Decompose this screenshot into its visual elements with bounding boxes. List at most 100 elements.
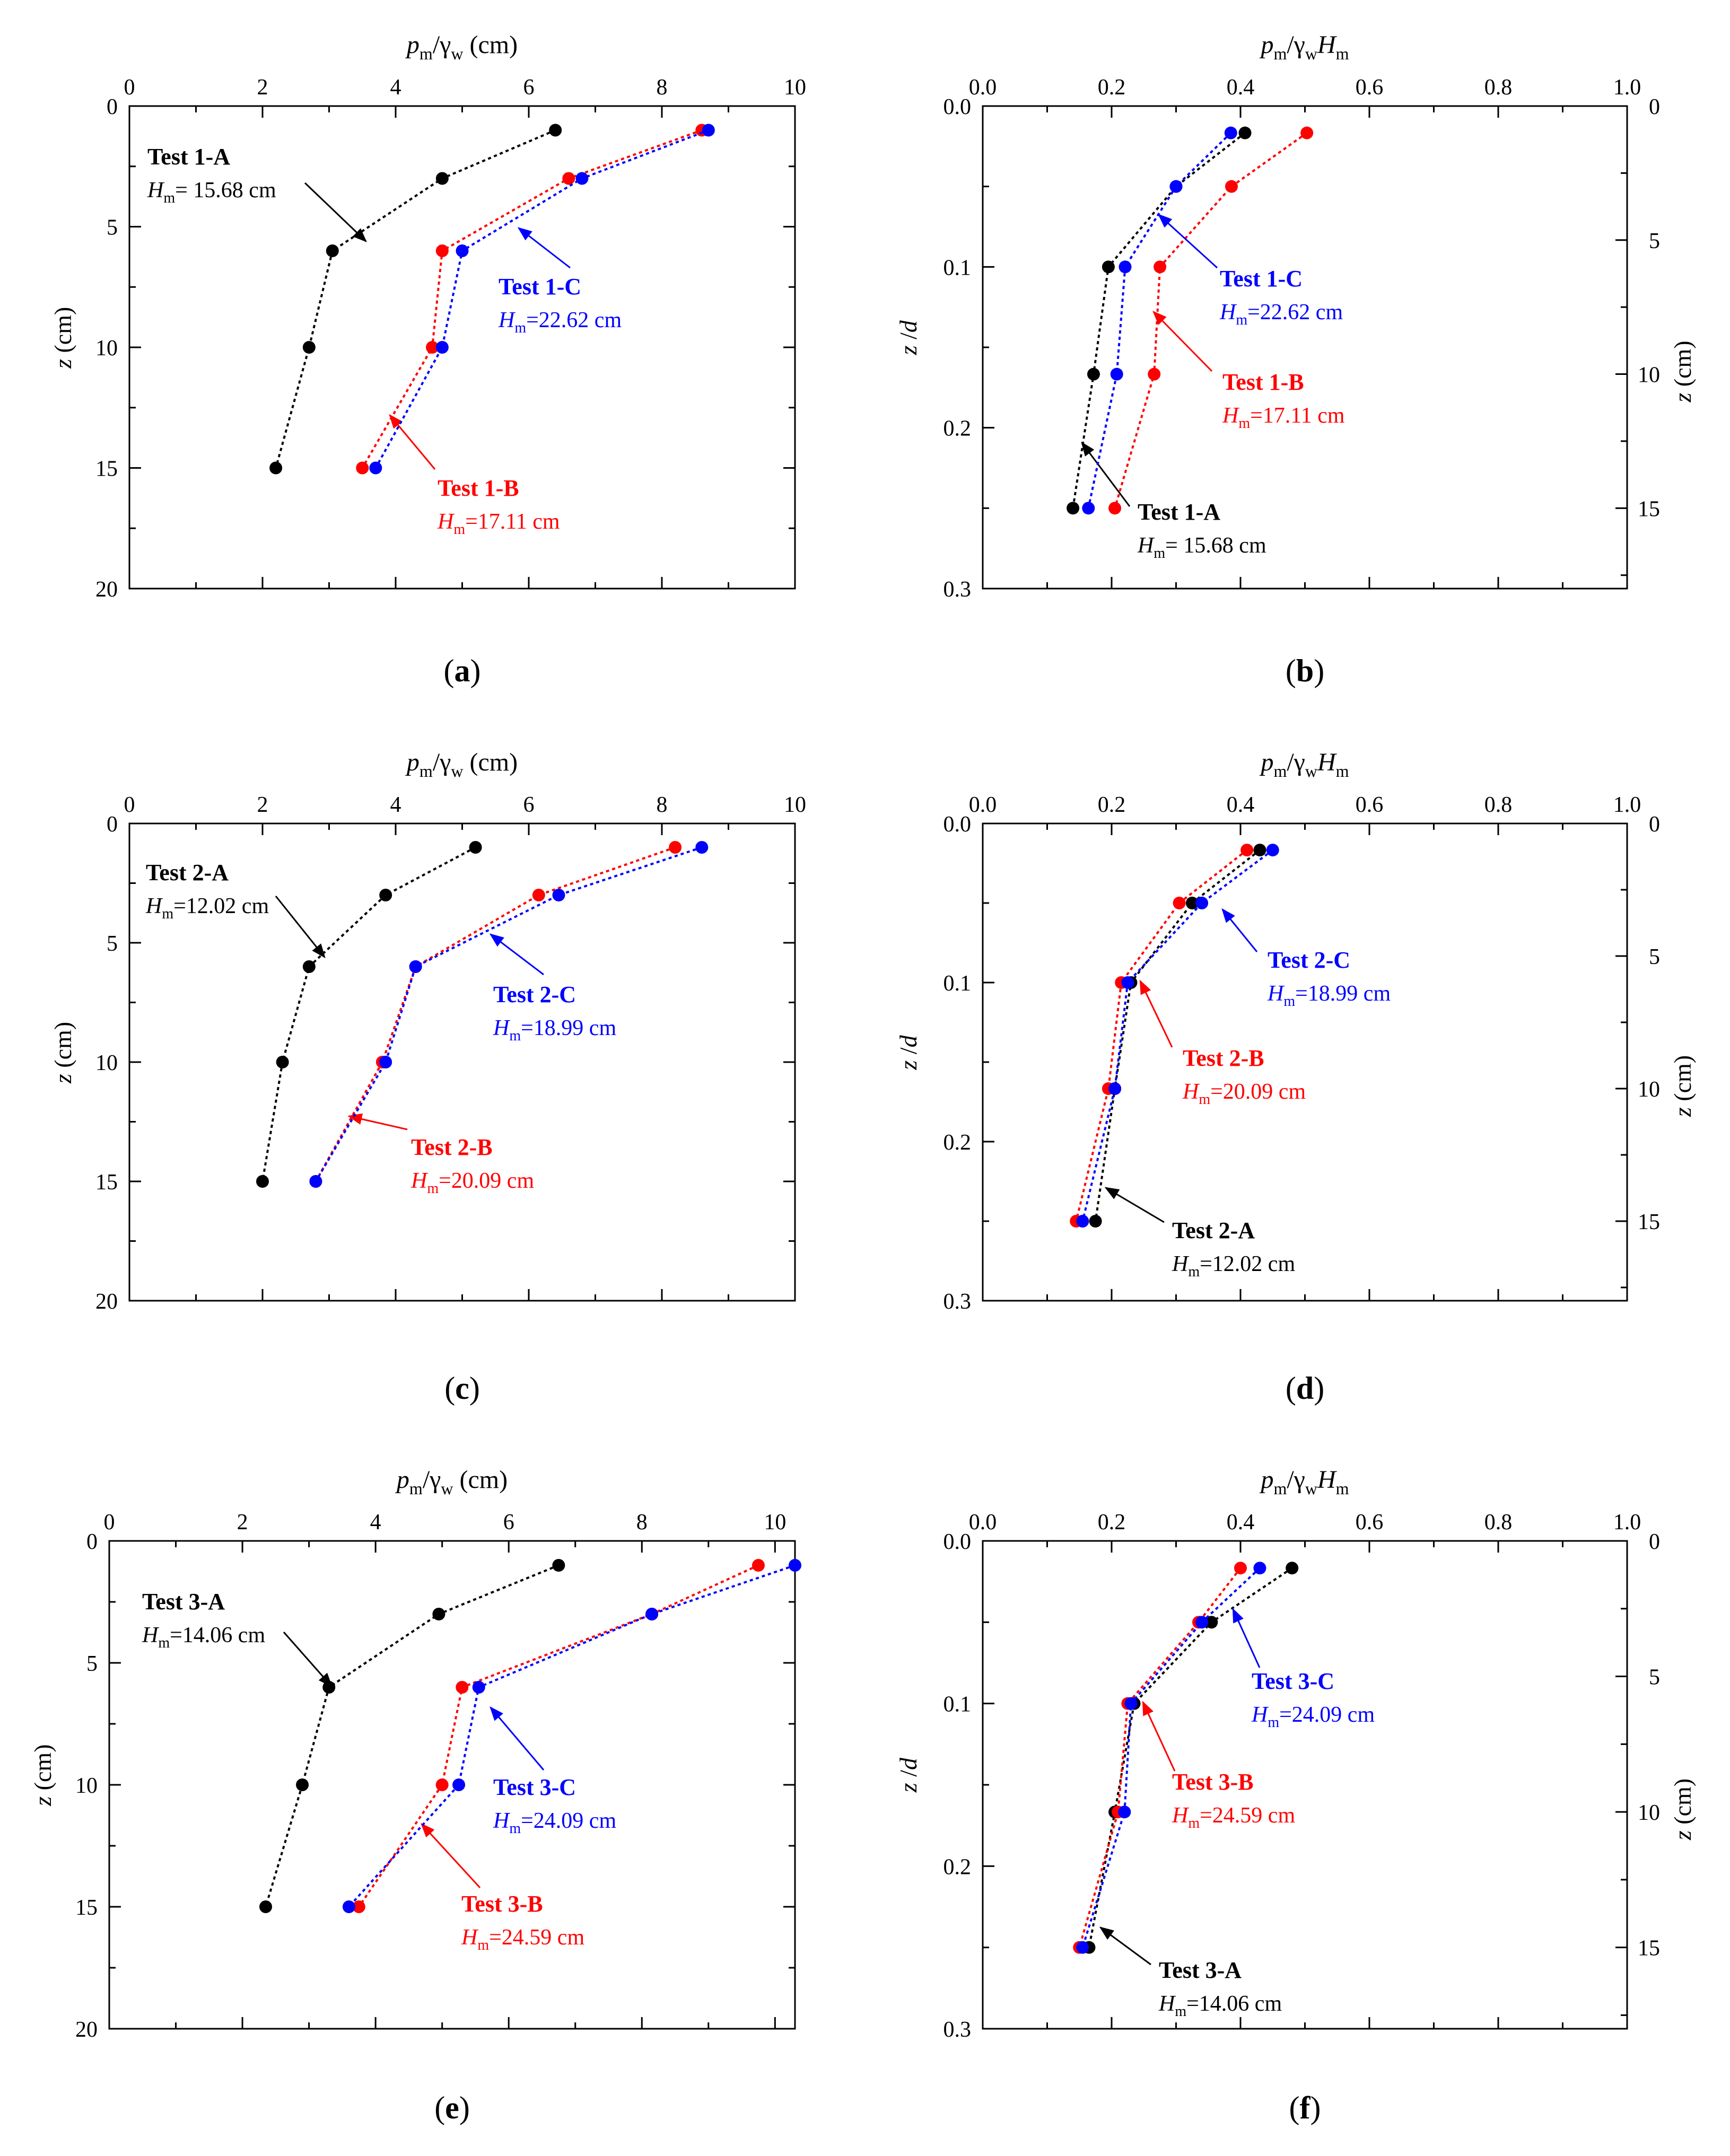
series-test-1-a: Test 1-A Hm= 15.68 cm (147, 124, 562, 475)
y2-tick-label: 10 (1638, 1077, 1660, 1102)
series-line (314, 846, 676, 1182)
x-tick-label: 0.2 (1098, 1510, 1126, 1535)
plot-frame (982, 105, 1628, 590)
data-point (1300, 126, 1314, 139)
y-tick-label: 15 (75, 1896, 98, 1920)
annotation-arrow (283, 1632, 333, 1688)
x-tick-label: 0.4 (1227, 793, 1255, 817)
y2-tick-label: 5 (1649, 1666, 1660, 1690)
annotation-arrow (1099, 1926, 1151, 1966)
panel-e: 0 2 4 6 8 10 0 5 10 15 20 pm/γw (cm) z (cm) Test 3-A H… (29, 1466, 801, 2125)
x-tick-label: 0.6 (1356, 1510, 1384, 1535)
series-hm-label: Hm=17.11 cm (437, 510, 560, 538)
series-test-2-c: Test 2-C Hm=18.99 cm (1076, 844, 1391, 1228)
data-point (452, 1778, 466, 1791)
series-hm-label: Hm=18.99 cm (1267, 981, 1391, 1010)
y-tick-label: 0.1 (943, 1693, 972, 1717)
series-hm-label: Hm=22.62 cm (498, 308, 622, 336)
x-tick-label: 0 (124, 793, 135, 817)
series-label: Test 2-C (493, 981, 576, 1007)
y-tick-label: 0.2 (943, 1130, 972, 1155)
series-line (275, 129, 556, 469)
data-point (456, 1681, 469, 1694)
y2-tick-label: 15 (1638, 1210, 1660, 1234)
series-label: Test 1-A (147, 144, 230, 170)
x-tick-label: 0.6 (1356, 75, 1384, 100)
x-tick-label: 0.4 (1227, 75, 1255, 100)
x-tick-label: 10 (784, 75, 806, 100)
data-point (326, 244, 339, 257)
y-tick-label: 0.0 (943, 95, 972, 119)
series-hm-label: Hm= 15.68 cm (147, 178, 276, 206)
series-hm-label: Hm=24.59 cm (461, 1925, 584, 1953)
x-tick-label: 1.0 (1613, 1510, 1641, 1535)
x-tick-label: 4 (390, 793, 401, 817)
series-line (314, 846, 702, 1182)
panel-caption: (c) (444, 1371, 480, 1406)
series-label: Test 2-B (411, 1134, 493, 1160)
series-line (358, 1564, 759, 1908)
panel-a: 0 2 4 6 8 10 0 5 10 15 20 pm/γw (cm) z (cm) Test 1-A H… (49, 31, 806, 688)
data-point (1240, 844, 1254, 857)
series-test-3-b: Test 3-B Hm=24.59 cm (1073, 1562, 1295, 1954)
data-point (552, 1559, 565, 1572)
x-tick-label: 0.0 (969, 793, 997, 817)
data-point (1067, 502, 1080, 515)
data-point (1173, 897, 1186, 909)
annotation-arrow (1142, 1701, 1176, 1772)
series-test-1-a: Test 1-A Hm= 15.68 cm (1067, 126, 1266, 562)
x-tick-label: 2 (237, 1510, 248, 1535)
data-point (296, 1778, 309, 1791)
y-tick-label: 5 (86, 1652, 98, 1676)
y2-axis-label: z (cm) (1669, 1778, 1696, 1841)
data-point (302, 341, 316, 354)
x-tick-label: 2 (257, 75, 268, 100)
annotation-arrow (1081, 441, 1131, 507)
x-axis-label: pm/γw (cm) (395, 1466, 508, 1498)
x-tick-label: 2 (257, 793, 268, 817)
y2-tick-label: 0 (1649, 95, 1660, 119)
series-test-1-b: Test 1-B Hm=17.11 cm (356, 124, 709, 538)
x-tick-label: 6 (503, 1510, 514, 1535)
annotation-arrow (347, 1113, 408, 1130)
x-tick-label: 0.2 (1098, 793, 1126, 817)
y-tick-label: 20 (95, 1290, 118, 1314)
panel-caption: (b) (1286, 653, 1324, 688)
plot-frame (982, 822, 1628, 1302)
y-axis-label: z /d (895, 1757, 922, 1793)
data-point (1108, 1082, 1122, 1095)
x-tick-label: 10 (784, 793, 806, 817)
y-axis-label: z /d (895, 320, 922, 355)
y-tick-label: 5 (107, 932, 118, 956)
y-tick-label: 10 (95, 1051, 118, 1075)
x-axis-label: pm/γw (cm) (405, 31, 518, 63)
annotation-arrow (1232, 1608, 1261, 1668)
x-axis-label: pm/γwHm (1259, 31, 1349, 63)
x-tick-label: 1.0 (1613, 793, 1641, 817)
x-tick-label: 8 (657, 75, 668, 100)
y-tick-label: 0.1 (943, 256, 972, 280)
y-tick-label: 0.0 (943, 1530, 972, 1554)
data-point (435, 1778, 449, 1791)
y2-tick-label: 5 (1649, 229, 1660, 253)
x-tick-label: 10 (764, 1510, 786, 1535)
y2-tick-label: 15 (1638, 497, 1660, 521)
x-tick-label: 0.0 (969, 1510, 997, 1535)
panel-caption: (f) (1289, 2090, 1321, 2125)
x-tick-label: 6 (523, 75, 535, 100)
series-test-3-b: Test 3-B Hm=24.59 cm (352, 1559, 765, 1953)
series-label: Test 2-A (146, 860, 229, 886)
panel-d: 0.0 0.2 0.4 0.6 0.8 1.0 0.0 0.1 0.2 0.3 0 5 10 15 z (c… (895, 748, 1696, 1406)
annotation-arrow (421, 1823, 481, 1889)
annotation-arrow (490, 1706, 545, 1771)
plot-frame (982, 1540, 1628, 2030)
series-line (348, 1564, 796, 1908)
data-point (1169, 180, 1183, 193)
y2-tick-label: 0 (1649, 1530, 1660, 1554)
data-point (1238, 126, 1252, 139)
y-tick-label: 10 (75, 1774, 98, 1798)
y2-tick-label: 15 (1638, 1936, 1660, 1961)
series-label: Test 1-B (1222, 369, 1304, 395)
series-test-2-b: Test 2-B Hm=20.09 cm (1070, 844, 1306, 1228)
